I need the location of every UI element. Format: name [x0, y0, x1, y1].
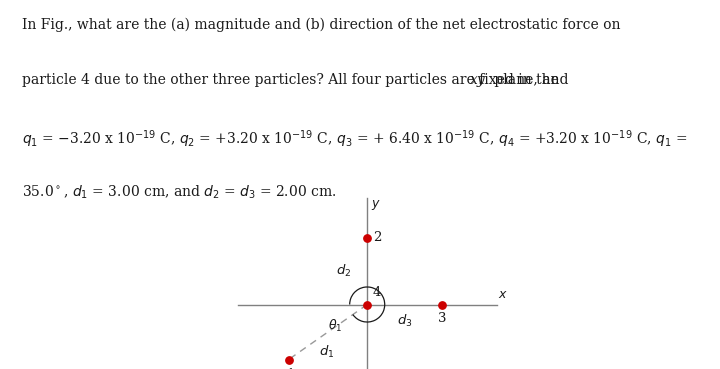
Text: In Fig., what are the (a) magnitude and (b) direction of the net electrostatic f: In Fig., what are the (a) magnitude and …: [22, 17, 620, 31]
Text: 35.0$^\circ$, $d_1$ = 3.00 cm, and $d_2$ = $d_3$ = 2.00 cm.: 35.0$^\circ$, $d_1$ = 3.00 cm, and $d_2$…: [22, 184, 336, 201]
Text: $d_1$: $d_1$: [318, 344, 334, 360]
Text: $d_2$: $d_2$: [336, 263, 351, 279]
Text: 4: 4: [372, 286, 381, 300]
Text: $q_1$ = $-$3.20 x 10$^{-19}$ C, $q_2$ = +3.20 x 10$^{-19}$ C, $q_3$ = + 6.40 x 1: $q_1$ = $-$3.20 x 10$^{-19}$ C, $q_2$ = …: [22, 128, 687, 150]
Text: $y$: $y$: [371, 198, 380, 212]
Text: 1: 1: [286, 368, 294, 369]
Text: $x$: $x$: [498, 288, 508, 301]
Text: plane, and: plane, and: [490, 73, 568, 87]
Text: $d_3$: $d_3$: [397, 313, 413, 329]
Text: particle 4 due to the other three particles? All four particles are fixed in the: particle 4 due to the other three partic…: [22, 73, 563, 87]
Text: $\theta_1$: $\theta_1$: [328, 318, 343, 334]
Text: 2: 2: [373, 231, 382, 244]
Text: xy: xy: [470, 73, 486, 87]
Text: 3: 3: [438, 312, 446, 325]
